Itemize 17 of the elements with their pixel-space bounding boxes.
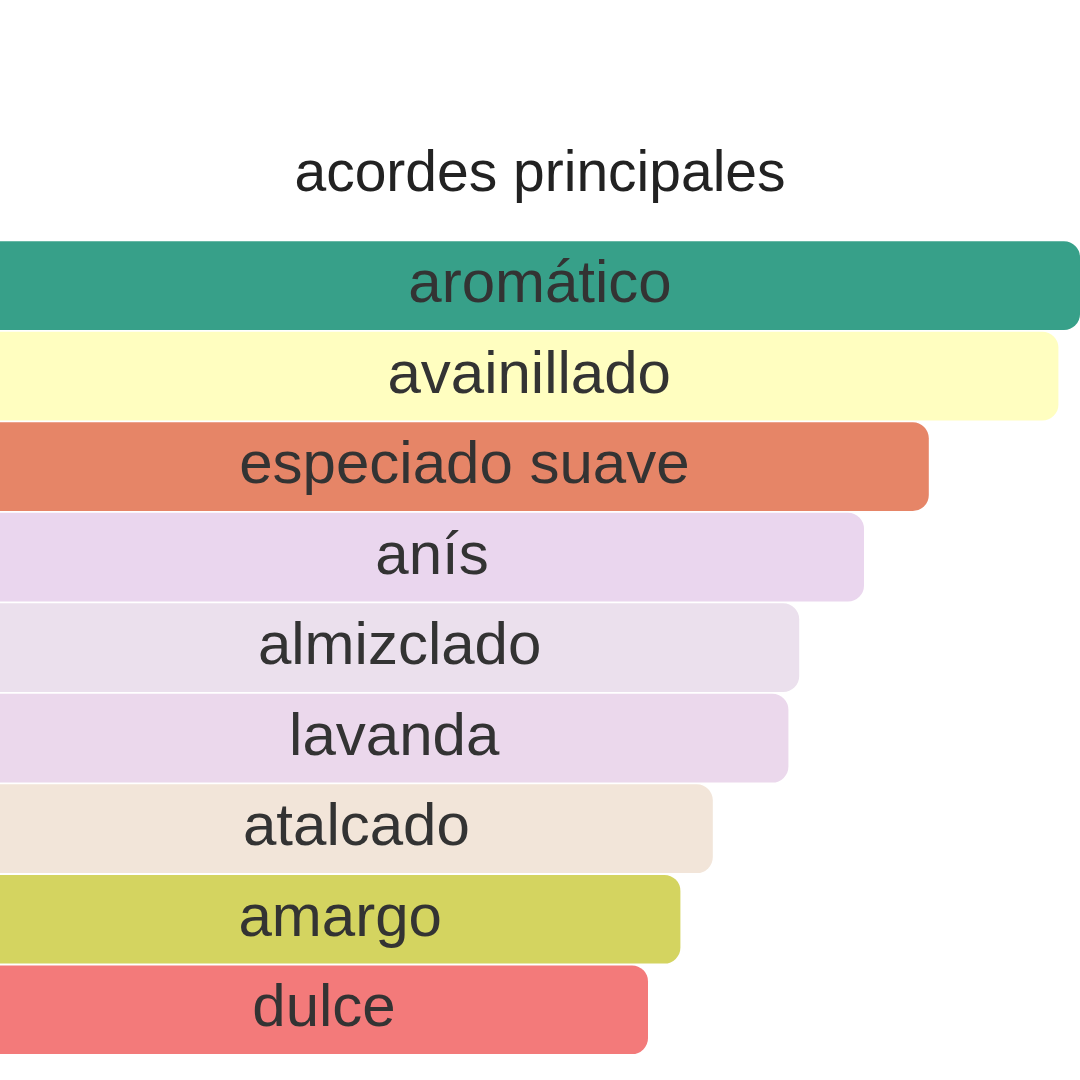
bar: [0, 784, 713, 874]
bar: [0, 331, 1059, 421]
y-tick-label: aromático: [408, 248, 672, 316]
y-tick-label: dulce: [252, 972, 396, 1040]
bar: [0, 422, 929, 512]
y-tick-label: especiado suave: [239, 429, 690, 497]
y-tick-label: lavanda: [289, 700, 500, 768]
bar: [0, 874, 681, 964]
bar: [0, 965, 648, 1055]
chart-title: acordes principales: [294, 138, 786, 203]
bar: [0, 693, 789, 783]
y-tick-label: avainillado: [387, 338, 671, 406]
y-tick-label: atalcado: [242, 791, 470, 859]
y-tick-label: anís: [375, 519, 489, 587]
y-tick-label: amargo: [238, 881, 442, 949]
bar: [0, 241, 1080, 331]
y-tick-label: almizclado: [257, 610, 542, 678]
